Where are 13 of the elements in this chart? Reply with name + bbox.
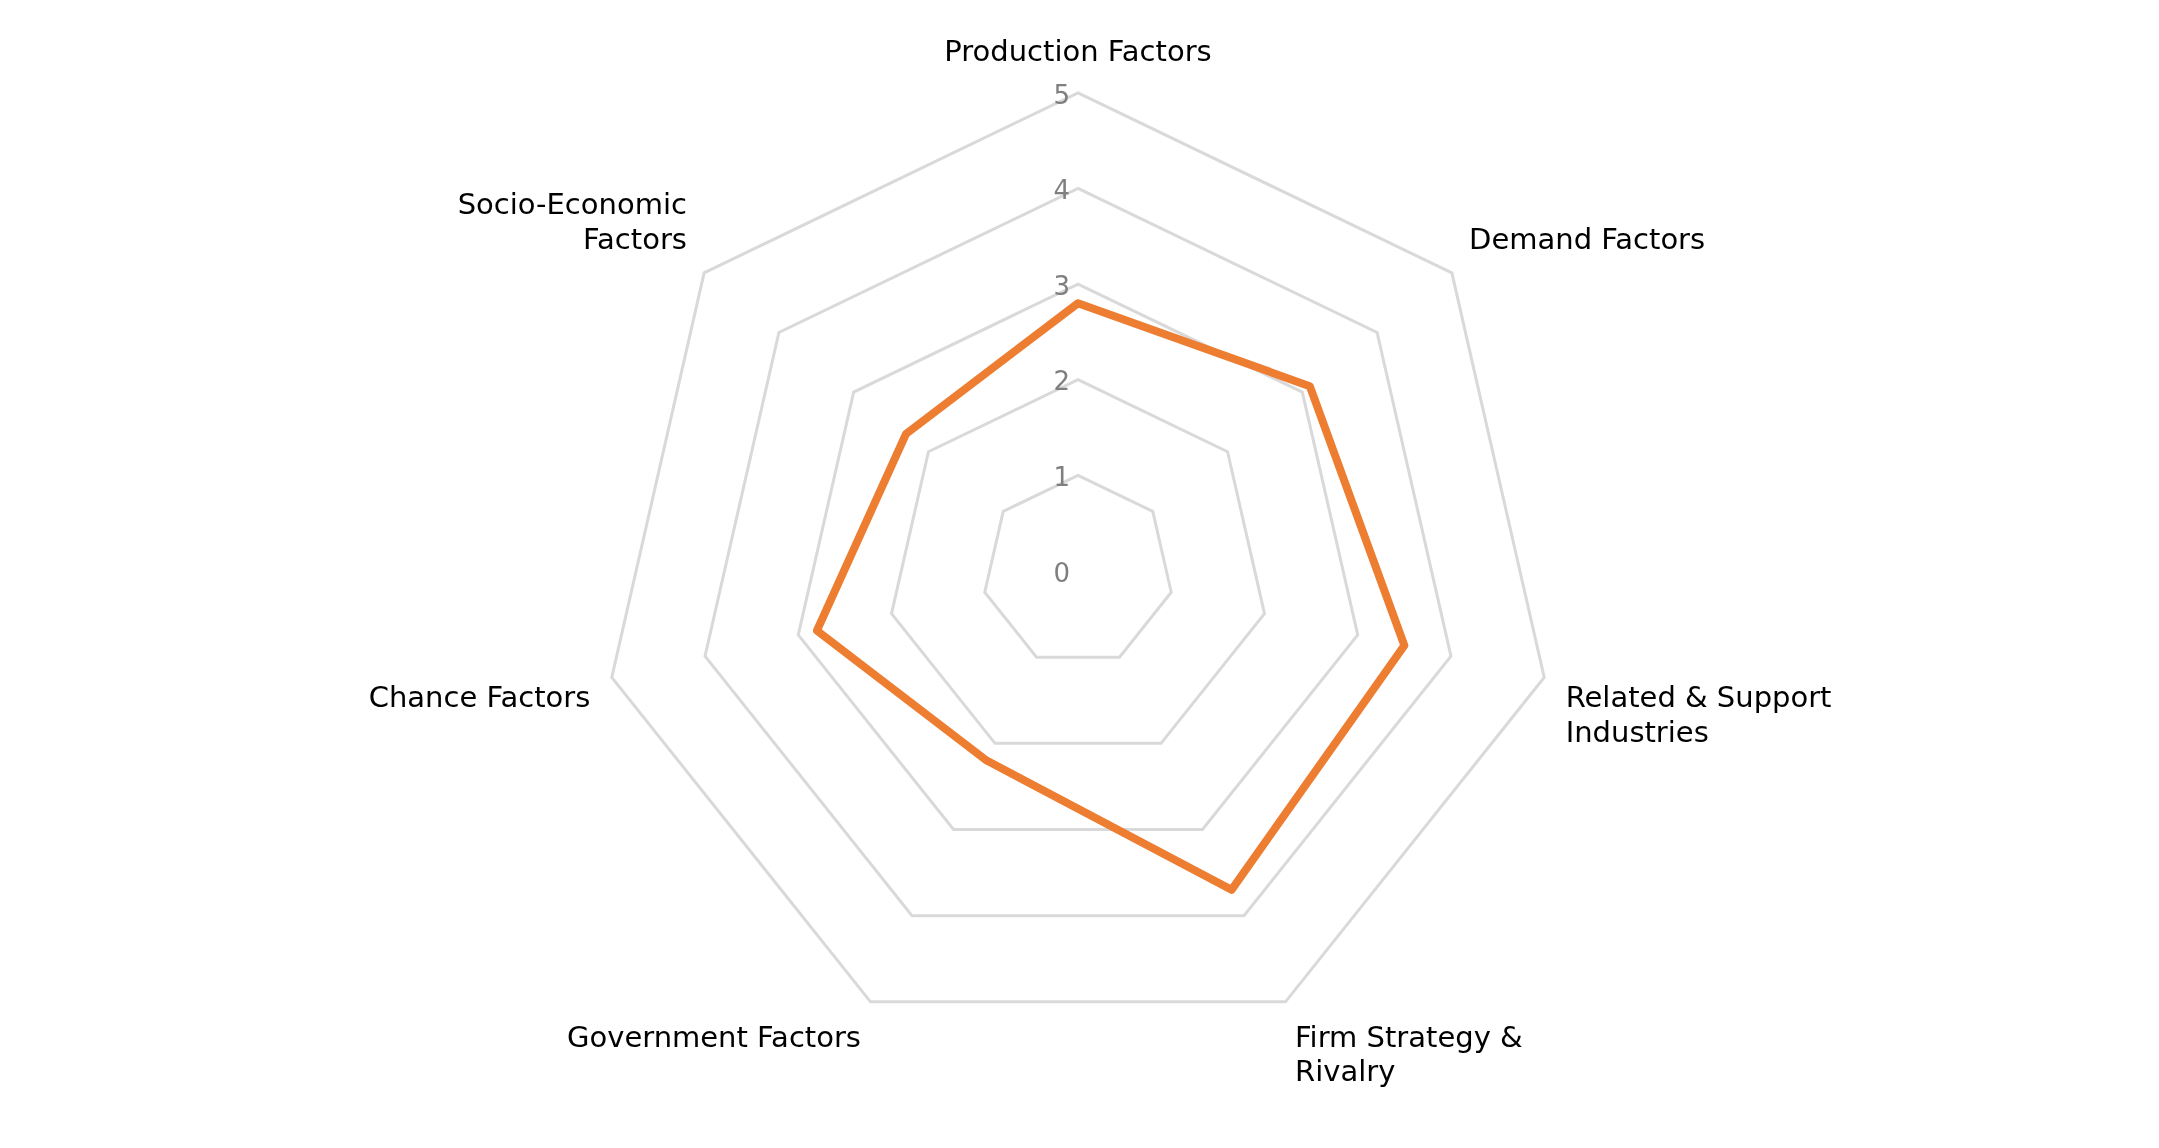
- spoke-label: Demand Factors: [1469, 222, 1706, 257]
- spoke-label: Firm Strategy & Rivalry: [1295, 1019, 1523, 1089]
- spoke-label: Related & Support Industries: [1565, 680, 1832, 750]
- y-tick-label: 4: [1053, 175, 1070, 206]
- y-tick-label: 1: [1053, 462, 1070, 493]
- spoke-label: Government Factors: [567, 1019, 861, 1054]
- spoke-label: Chance Factors: [368, 680, 591, 715]
- y-tick-label: 5: [1053, 79, 1070, 110]
- spoke-label: Production Factors: [944, 33, 1212, 68]
- y-tick-label: 0: [1053, 557, 1070, 588]
- y-tick-label: 2: [1053, 366, 1070, 397]
- y-tick-label: 3: [1053, 270, 1070, 301]
- spoke-label: Socio-Economic Factors: [457, 187, 687, 257]
